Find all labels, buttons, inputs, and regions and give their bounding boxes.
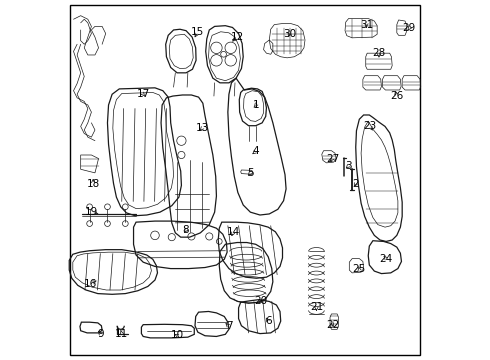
Text: 27: 27: [326, 154, 339, 163]
Text: 23: 23: [364, 121, 377, 131]
Text: 12: 12: [230, 32, 244, 42]
Text: 10: 10: [171, 330, 184, 341]
Text: 1: 1: [252, 100, 259, 110]
Text: 16: 16: [84, 279, 98, 289]
Text: 18: 18: [87, 179, 100, 189]
Text: 26: 26: [390, 91, 403, 101]
Text: 4: 4: [252, 147, 259, 157]
Text: 25: 25: [353, 264, 366, 274]
Text: 2: 2: [352, 179, 359, 189]
Text: 30: 30: [283, 28, 296, 39]
Text: 28: 28: [372, 48, 386, 58]
Text: 15: 15: [191, 27, 204, 37]
Text: 14: 14: [227, 227, 240, 237]
Text: 9: 9: [97, 329, 104, 339]
Text: 17: 17: [137, 89, 150, 99]
Text: 20: 20: [254, 296, 268, 306]
Text: 21: 21: [310, 302, 323, 312]
Text: 3: 3: [345, 161, 352, 171]
Text: 29: 29: [403, 23, 416, 33]
Text: 13: 13: [196, 123, 209, 133]
Text: 19: 19: [85, 207, 98, 217]
Text: 5: 5: [247, 168, 254, 178]
Text: 24: 24: [379, 253, 392, 264]
Text: 22: 22: [326, 320, 339, 330]
Text: 31: 31: [360, 19, 373, 30]
Text: 11: 11: [115, 329, 128, 339]
Text: 6: 6: [265, 316, 271, 326]
Text: 8: 8: [183, 225, 189, 235]
Text: 7: 7: [225, 321, 232, 332]
